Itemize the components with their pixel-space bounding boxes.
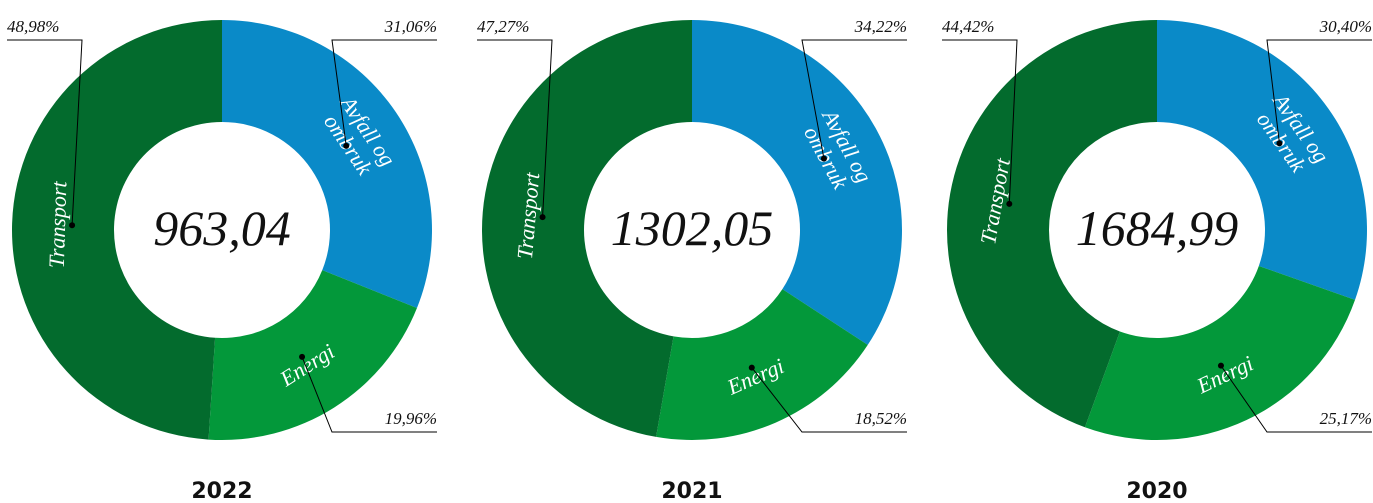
leader-dot bbox=[1276, 140, 1283, 147]
leader-line bbox=[7, 39, 83, 226]
chart-title: 2021 bbox=[661, 479, 722, 503]
donut-segment bbox=[947, 20, 1157, 428]
donut-segment bbox=[692, 20, 902, 345]
leader-dot bbox=[1006, 200, 1013, 207]
leader-dot bbox=[299, 353, 306, 360]
value-label: 48,98% bbox=[7, 17, 59, 36]
leader-line bbox=[1220, 365, 1372, 433]
donut-segment bbox=[481, 20, 692, 437]
donut-segment bbox=[1157, 20, 1367, 300]
donut-segment bbox=[222, 20, 432, 309]
value-label: 18,52% bbox=[855, 409, 907, 428]
chart-title: 2022 bbox=[191, 479, 252, 503]
center-total: 1684,99 bbox=[1076, 200, 1239, 256]
leader-line bbox=[477, 39, 553, 218]
donut-segment bbox=[656, 289, 868, 441]
leader-dot bbox=[69, 222, 76, 229]
leader-line bbox=[331, 39, 437, 146]
segment-label: Transport bbox=[44, 180, 72, 268]
value-label: 31,06% bbox=[384, 17, 437, 36]
leader-line bbox=[801, 39, 907, 159]
donut-segment bbox=[11, 20, 222, 440]
center-total: 963,04 bbox=[153, 200, 291, 256]
chart-title: 2020 bbox=[1126, 479, 1187, 503]
center-total: 1302,05 bbox=[611, 200, 774, 256]
leader-line bbox=[301, 356, 437, 433]
leader-dot bbox=[539, 214, 546, 221]
leader-line bbox=[942, 39, 1018, 204]
donut-segment bbox=[208, 270, 417, 440]
value-label: 47,27% bbox=[477, 17, 529, 36]
value-label: 44,42% bbox=[942, 17, 994, 36]
leader-line bbox=[1266, 39, 1372, 144]
donut-segment bbox=[1084, 265, 1356, 441]
leader-dot bbox=[820, 155, 827, 162]
value-label: 34,22% bbox=[854, 17, 907, 36]
leader-dot bbox=[343, 142, 350, 149]
leader-dot bbox=[1217, 362, 1224, 369]
value-label: 25,17% bbox=[1320, 409, 1372, 428]
leader-line bbox=[751, 367, 907, 433]
value-label: 30,40% bbox=[1319, 17, 1372, 36]
leader-dot bbox=[748, 364, 755, 371]
value-label: 19,96% bbox=[385, 409, 437, 428]
